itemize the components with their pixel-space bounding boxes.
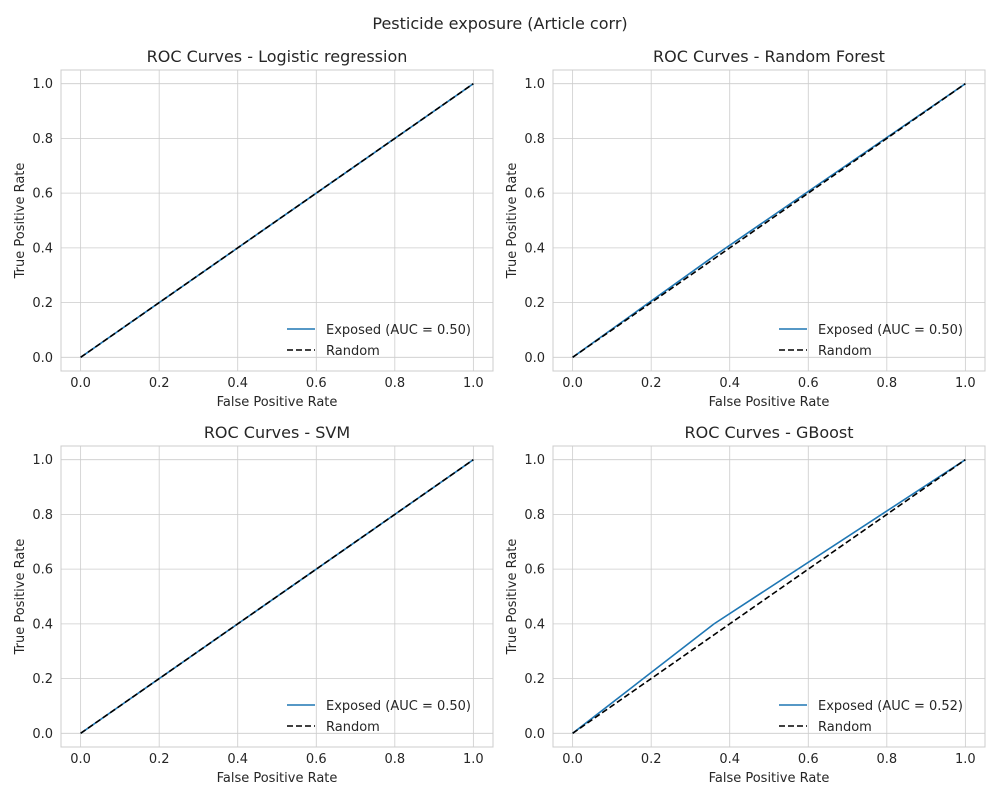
roc-curve-line [572, 459, 966, 734]
y-tick-label: 0.0 [32, 351, 53, 366]
legend-label: Exposed (AUC = 0.50) [818, 323, 963, 338]
axes-frame [552, 445, 986, 748]
y-tick-label: 0.2 [32, 296, 53, 311]
y-tick-label: 0.6 [524, 187, 545, 202]
x-tick-label: 0.6 [798, 752, 819, 767]
y-tick-label: 0.2 [524, 672, 545, 687]
y-axis-label: True Positive Rate [13, 163, 28, 280]
y-tick-label: 0.6 [32, 187, 53, 202]
x-tick-label: 1.0 [463, 752, 484, 767]
legend-label: Random [818, 720, 872, 735]
x-tick-label: 0.8 [384, 376, 405, 391]
axes-frame [60, 445, 494, 748]
y-tick-label: 1.0 [524, 77, 545, 92]
chart-title: ROC Curves - Logistic regression [147, 47, 408, 66]
x-tick-label: 0.0 [562, 376, 583, 391]
y-axis-label: True Positive Rate [13, 539, 28, 656]
y-tick-label: 0.4 [32, 241, 53, 256]
x-axis-label: False Positive Rate [217, 771, 338, 786]
y-tick-label: 0.4 [524, 241, 545, 256]
y-tick-label: 1.0 [32, 77, 53, 92]
legend-label: Random [326, 720, 380, 735]
legend-label: Exposed (AUC = 0.52) [818, 699, 963, 714]
chart-title: ROC Curves - GBoost [684, 423, 853, 442]
figure-suptitle: Pesticide exposure (Article corr) [372, 14, 627, 33]
legend-label: Exposed (AUC = 0.50) [326, 699, 471, 714]
y-tick-label: 0.8 [524, 508, 545, 523]
x-tick-label: 0.0 [70, 752, 91, 767]
x-axis-label: False Positive Rate [709, 395, 830, 410]
y-tick-label: 0.0 [524, 351, 545, 366]
y-tick-label: 0.0 [524, 727, 545, 742]
x-tick-label: 0.2 [641, 752, 662, 767]
y-tick-label: 0.0 [32, 727, 53, 742]
x-tick-label: 0.8 [876, 376, 897, 391]
random-baseline-line [572, 83, 966, 358]
legend-label: Random [326, 344, 380, 359]
axes-frame [60, 69, 494, 372]
x-tick-label: 0.4 [719, 376, 740, 391]
y-tick-label: 1.0 [32, 453, 53, 468]
x-tick-label: 0.4 [227, 752, 248, 767]
x-tick-label: 0.6 [306, 752, 327, 767]
x-tick-label: 0.2 [641, 376, 662, 391]
roc-panels: 0.0 0.2 0.4 0.6 0.8 1.0 0.0 0.2 0.4 0.6 0.8 1.0 ROC … [13, 47, 986, 786]
y-tick-label: 0.6 [524, 563, 545, 578]
x-tick-label: 1.0 [955, 376, 976, 391]
legend-label: Exposed (AUC = 0.50) [326, 323, 471, 338]
x-tick-label: 0.6 [798, 376, 819, 391]
y-tick-label: 0.2 [32, 672, 53, 687]
y-tick-label: 0.2 [524, 296, 545, 311]
x-tick-label: 0.0 [70, 376, 91, 391]
roc-panel: 0.0 0.2 0.4 0.6 0.8 1.0 0.0 0.2 0.4 0.6 0.8 1.0 ROC … [13, 47, 494, 410]
x-tick-label: 0.8 [876, 752, 897, 767]
x-tick-label: 0.6 [306, 376, 327, 391]
y-tick-label: 1.0 [524, 453, 545, 468]
legend: Exposed (AUC = 0.50) Random [287, 323, 471, 359]
y-axis-label: True Positive Rate [505, 163, 520, 280]
random-baseline-line [80, 459, 474, 734]
legend-label: Random [818, 344, 872, 359]
roc-panel: 0.0 0.2 0.4 0.6 0.8 1.0 0.0 0.2 0.4 0.6 0.8 1.0 ROC … [505, 423, 986, 786]
roc-panel: 0.0 0.2 0.4 0.6 0.8 1.0 0.0 0.2 0.4 0.6 0.8 1.0 ROC … [505, 47, 986, 410]
y-tick-label: 0.8 [32, 508, 53, 523]
chart-title: ROC Curves - Random Forest [653, 47, 885, 66]
x-tick-label: 0.4 [719, 752, 740, 767]
y-tick-label: 0.8 [524, 132, 545, 147]
x-axis-label: False Positive Rate [217, 395, 338, 410]
y-tick-label: 0.4 [524, 617, 545, 632]
chart-title: ROC Curves - SVM [204, 423, 350, 442]
x-tick-label: 0.4 [227, 376, 248, 391]
x-tick-label: 0.2 [149, 752, 170, 767]
random-baseline-line [80, 83, 474, 358]
y-tick-label: 0.4 [32, 617, 53, 632]
y-tick-label: 0.6 [32, 563, 53, 578]
x-tick-label: 0.0 [562, 752, 583, 767]
x-tick-label: 1.0 [955, 752, 976, 767]
axes-frame [552, 69, 986, 372]
y-tick-label: 0.8 [32, 132, 53, 147]
x-tick-label: 0.2 [149, 376, 170, 391]
x-axis-label: False Positive Rate [709, 771, 830, 786]
legend: Exposed (AUC = 0.52) Random [779, 699, 963, 735]
legend: Exposed (AUC = 0.50) Random [779, 323, 963, 359]
y-axis-label: True Positive Rate [505, 539, 520, 656]
legend: Exposed (AUC = 0.50) Random [287, 699, 471, 735]
x-tick-label: 0.8 [384, 752, 405, 767]
roc-panel: 0.0 0.2 0.4 0.6 0.8 1.0 0.0 0.2 0.4 0.6 0.8 1.0 ROC … [13, 423, 494, 786]
random-baseline-line [572, 459, 966, 734]
x-tick-label: 1.0 [463, 376, 484, 391]
